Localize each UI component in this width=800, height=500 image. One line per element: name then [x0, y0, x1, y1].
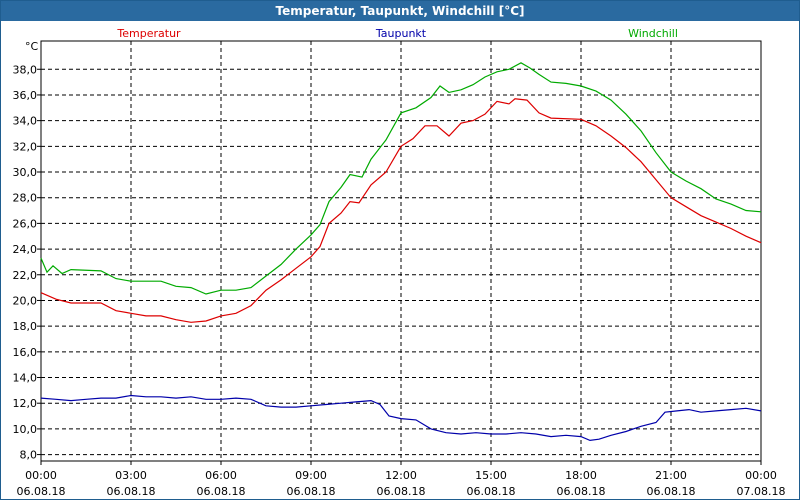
series-lines [40, 62, 762, 442]
legend-windchill: Windchill [628, 27, 678, 40]
y-tick-label: 12,0 [13, 397, 38, 410]
y-tick-label: 20,0 [13, 294, 38, 307]
x-tick-date: 06.08.18 [647, 485, 696, 498]
x-tick-time: 15:00 [475, 469, 507, 482]
x-tick-date: 06.08.18 [377, 485, 426, 498]
y-tick-label: 30,0 [13, 166, 38, 179]
y-tick-label: 38,0 [13, 63, 38, 76]
y-tick-label: 32,0 [13, 140, 38, 153]
y-tick-label: 26,0 [13, 217, 38, 230]
series-line-temperatur [40, 98, 762, 323]
line-chart: 8,0 10,0 12,0 14,0 16,0 18,0 20,0 22,0 24,0 26,0 2… [13, 27, 786, 498]
y-axis-unit: °C [25, 40, 39, 53]
x-tick-time: 00:00 [25, 469, 57, 482]
plot-frame [37, 40, 762, 465]
y-tick-label: 28,0 [13, 192, 38, 205]
legend: Temperatur Taupunkt Windchill [116, 27, 678, 40]
x-tick-date: 06.08.18 [17, 485, 66, 498]
y-tick-label: 8,0 [20, 449, 38, 462]
x-tick-time: 18:00 [565, 469, 597, 482]
y-tick-label: 36,0 [13, 89, 38, 102]
x-tick-date: 06.08.18 [197, 485, 246, 498]
grid-lines [41, 41, 761, 461]
x-tick-time: 03:00 [115, 469, 147, 482]
series-line-windchill [40, 62, 762, 295]
legend-taupunkt: Taupunkt [375, 27, 427, 40]
window-title: Temperatur, Taupunkt, Windchill [°C] [1, 1, 799, 21]
x-tick-time: 06:00 [205, 469, 237, 482]
x-tick-date: 06.08.18 [467, 485, 516, 498]
series-line-taupunkt [40, 394, 762, 442]
y-tick-label: 22,0 [13, 269, 38, 282]
x-tick-time: 00:00 [745, 469, 777, 482]
y-tick-label: 10,0 [13, 423, 38, 436]
x-tick-date: 06.08.18 [107, 485, 156, 498]
x-tick-time: 09:00 [295, 469, 327, 482]
plot-border [40, 40, 762, 462]
legend-temperatur: Temperatur [116, 27, 181, 40]
y-tick-label: 14,0 [13, 372, 38, 385]
x-tick-time: 12:00 [385, 469, 417, 482]
x-tick-time: 21:00 [655, 469, 687, 482]
y-tick-labels: 8,0 10,0 12,0 14,0 16,0 18,0 20,0 22,0 24,0 26,0 2… [13, 63, 38, 461]
y-tick-label: 34,0 [13, 115, 38, 128]
y-tick-label: 18,0 [13, 320, 38, 333]
x-tick-date: 07.08.18 [737, 485, 786, 498]
y-tick-label: 16,0 [13, 346, 38, 359]
x-tick-date: 06.08.18 [557, 485, 606, 498]
x-tick-date: 06.08.18 [287, 485, 336, 498]
x-tick-labels: 00:00 06.08.18 03:00 06.08.18 06:00 06.08.18 0… [17, 469, 786, 498]
y-tick-label: 24,0 [13, 243, 38, 256]
